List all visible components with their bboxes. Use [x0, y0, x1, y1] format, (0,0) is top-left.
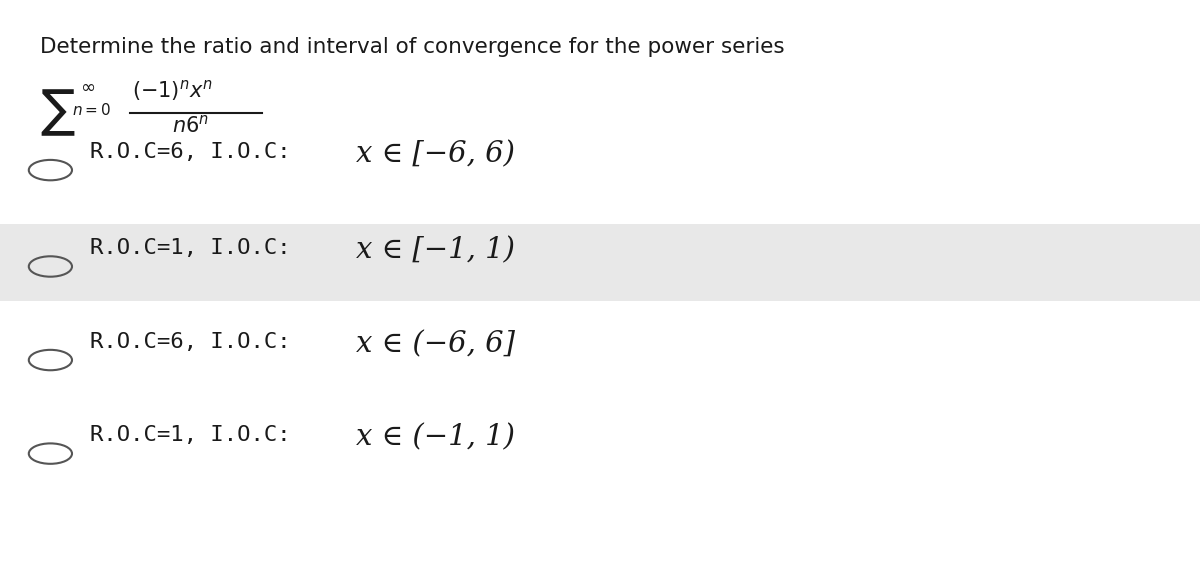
Text: $n6^n$: $n6^n$ — [172, 115, 209, 137]
Text: x ∈ (−6, 6]: x ∈ (−6, 6] — [356, 330, 516, 358]
Text: $\sum$: $\sum$ — [40, 88, 76, 138]
Text: R.O.C=6, I.O.C:: R.O.C=6, I.O.C: — [90, 332, 304, 352]
Text: R.O.C=6, I.O.C:: R.O.C=6, I.O.C: — [90, 142, 304, 162]
Text: $\infty$: $\infty$ — [80, 78, 96, 96]
Text: R.O.C=1, I.O.C:: R.O.C=1, I.O.C: — [90, 425, 304, 445]
Text: $n{=}0$: $n{=}0$ — [72, 102, 112, 118]
Text: $(-1)^n x^n$: $(-1)^n x^n$ — [132, 78, 212, 103]
Text: x ∈ [−6, 6): x ∈ [−6, 6) — [356, 140, 516, 168]
FancyBboxPatch shape — [0, 224, 1200, 301]
Text: x ∈ (−1, 1): x ∈ (−1, 1) — [356, 424, 516, 451]
Text: Determine the ratio and interval of convergence for the power series: Determine the ratio and interval of conv… — [40, 37, 785, 57]
Text: x ∈ [−1, 1): x ∈ [−1, 1) — [356, 236, 516, 264]
Text: R.O.C=1, I.O.C:: R.O.C=1, I.O.C: — [90, 238, 304, 258]
